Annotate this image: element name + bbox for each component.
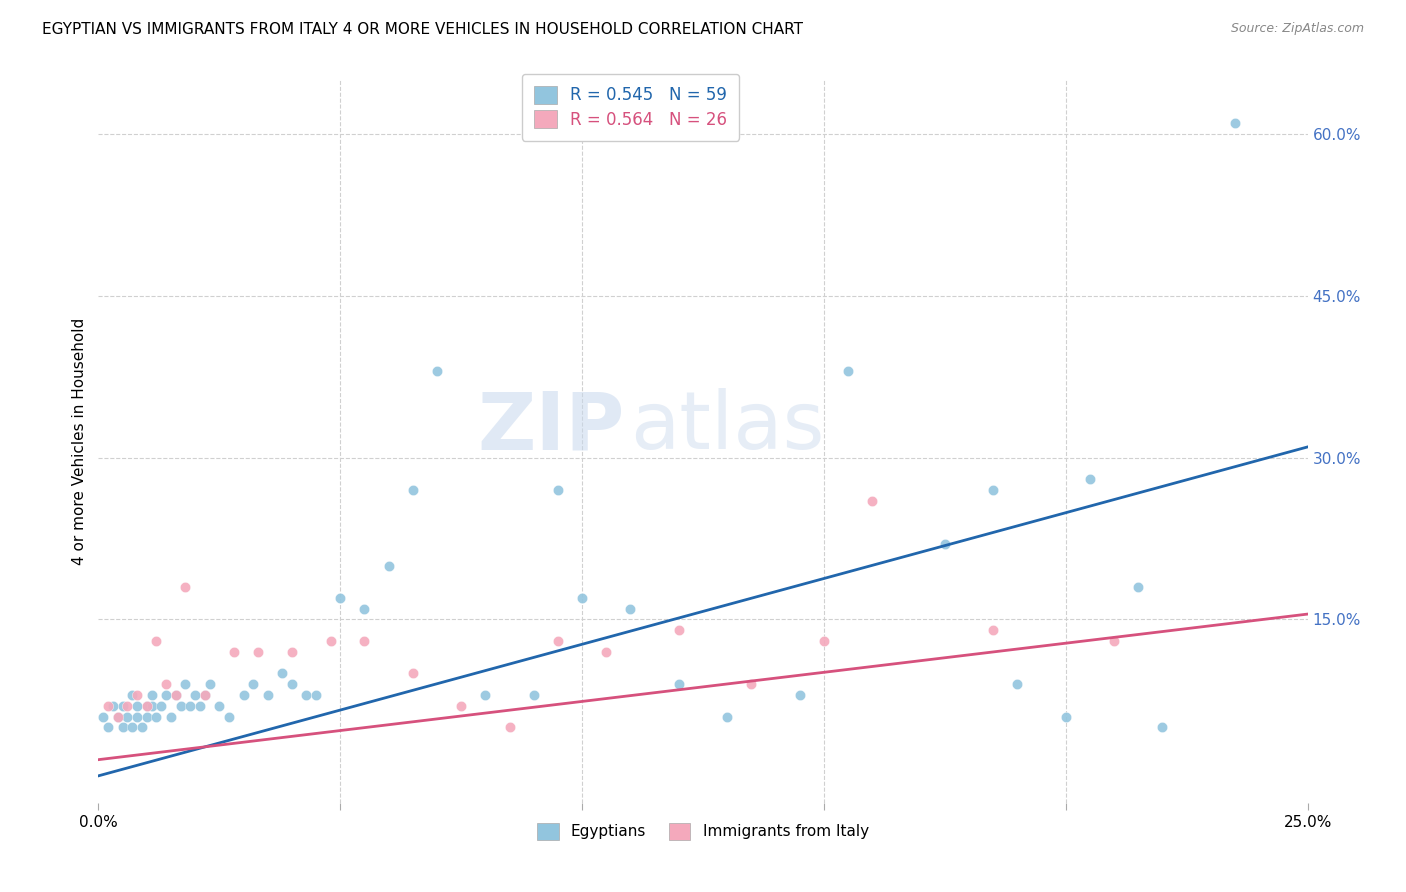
Point xyxy=(97,720,120,734)
Point xyxy=(668,624,690,638)
Point xyxy=(402,483,425,497)
Point xyxy=(91,709,114,723)
Point xyxy=(319,634,342,648)
Point xyxy=(135,698,157,713)
Point xyxy=(271,666,294,681)
Point xyxy=(117,709,139,723)
Point xyxy=(1054,709,1077,723)
Point xyxy=(117,698,139,713)
Point xyxy=(813,634,835,648)
Point xyxy=(1102,634,1125,648)
Point xyxy=(145,634,167,648)
Point xyxy=(1128,580,1150,594)
Point xyxy=(232,688,254,702)
Point xyxy=(981,483,1004,497)
Point xyxy=(141,698,163,713)
Point xyxy=(127,698,149,713)
Point xyxy=(329,591,352,605)
Point xyxy=(353,601,375,615)
Point xyxy=(740,677,762,691)
Point xyxy=(450,698,472,713)
Point xyxy=(247,645,270,659)
Point xyxy=(547,634,569,648)
Point xyxy=(127,709,149,723)
Point xyxy=(174,580,197,594)
Point xyxy=(194,688,217,702)
Point xyxy=(121,720,143,734)
Point xyxy=(242,677,264,691)
Point xyxy=(188,698,211,713)
Point xyxy=(145,709,167,723)
Point xyxy=(1078,472,1101,486)
Point xyxy=(295,688,318,702)
Point xyxy=(547,483,569,497)
Point xyxy=(184,688,207,702)
Text: EGYPTIAN VS IMMIGRANTS FROM ITALY 4 OR MORE VEHICLES IN HOUSEHOLD CORRELATION CH: EGYPTIAN VS IMMIGRANTS FROM ITALY 4 OR M… xyxy=(42,22,803,37)
Legend: Egyptians, Immigrants from Italy: Egyptians, Immigrants from Italy xyxy=(531,817,875,846)
Point xyxy=(135,698,157,713)
Point xyxy=(377,558,399,573)
Point xyxy=(523,688,546,702)
Point xyxy=(619,601,641,615)
Point xyxy=(716,709,738,723)
Point xyxy=(789,688,811,702)
Point xyxy=(1223,116,1246,130)
Point xyxy=(402,666,425,681)
Point xyxy=(169,698,191,713)
Point xyxy=(127,688,149,702)
Point xyxy=(281,677,304,691)
Point xyxy=(353,634,375,648)
Y-axis label: 4 or more Vehicles in Household: 4 or more Vehicles in Household xyxy=(72,318,87,566)
Point xyxy=(107,709,129,723)
Point xyxy=(150,698,173,713)
Point xyxy=(97,698,120,713)
Point xyxy=(426,364,449,378)
Point xyxy=(981,624,1004,638)
Text: atlas: atlas xyxy=(630,388,825,467)
Point xyxy=(1152,720,1174,734)
Point xyxy=(860,493,883,508)
Point xyxy=(668,677,690,691)
Point xyxy=(160,709,183,723)
Point xyxy=(281,645,304,659)
Point xyxy=(111,720,134,734)
Point xyxy=(174,677,197,691)
Point xyxy=(107,709,129,723)
Point xyxy=(595,645,617,659)
Point xyxy=(121,688,143,702)
Point xyxy=(198,677,221,691)
Point xyxy=(179,698,201,713)
Text: Source: ZipAtlas.com: Source: ZipAtlas.com xyxy=(1230,22,1364,36)
Text: ZIP: ZIP xyxy=(477,388,624,467)
Point xyxy=(155,677,177,691)
Point xyxy=(165,688,187,702)
Point xyxy=(222,645,245,659)
Point xyxy=(141,688,163,702)
Point xyxy=(934,537,956,551)
Point xyxy=(305,688,328,702)
Point xyxy=(101,698,124,713)
Point xyxy=(1007,677,1029,691)
Point xyxy=(165,688,187,702)
Point xyxy=(837,364,859,378)
Point xyxy=(135,709,157,723)
Point xyxy=(131,720,153,734)
Point xyxy=(155,688,177,702)
Point xyxy=(256,688,278,702)
Point xyxy=(498,720,520,734)
Point xyxy=(474,688,496,702)
Point xyxy=(571,591,593,605)
Point xyxy=(111,698,134,713)
Point xyxy=(218,709,240,723)
Point xyxy=(208,698,231,713)
Point xyxy=(194,688,217,702)
